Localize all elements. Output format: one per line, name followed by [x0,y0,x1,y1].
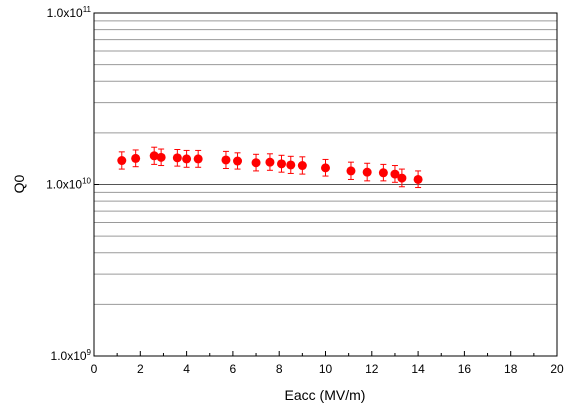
data-point [362,162,372,182]
data-marker [265,157,275,167]
data-point [413,170,423,189]
data-marker [286,160,296,170]
data-point [182,149,192,168]
data-marker [117,156,127,166]
data-marker [233,156,243,166]
gridlines [94,12,557,357]
data-marker [182,154,192,164]
data-point [297,156,307,175]
data-marker [346,166,356,176]
x-tick-label: 16 [458,362,472,376]
data-point [233,152,243,170]
data-marker [397,173,407,183]
x-tick-label: 12 [365,362,379,376]
data-point [397,168,407,188]
x-tick-label: 20 [550,362,564,376]
data-point [277,154,287,173]
data-point [149,146,159,165]
y-axis-ticks: 1.0x109 1.0x1010 1.0x1011 [46,5,99,363]
data-marker [378,168,388,178]
data-point [156,148,166,167]
data-point [286,155,296,174]
data-point [251,153,261,172]
x-tick-label: 4 [183,362,190,376]
data-point [131,149,141,168]
x-axis-ticks: 0 2 4 6 8 10 12 14 16 18 20 [91,351,564,376]
data-marker [413,174,423,184]
x-axis-title: Eacc (MV/m) [285,387,366,403]
data-marker [172,153,182,163]
data-point [172,148,182,167]
y-tick-label: 1.0x1011 [47,5,92,20]
y-tick-label: 1.0x1010 [46,177,91,192]
data-point [321,158,330,177]
data-point [378,163,388,182]
x-tick-label: 8 [276,362,283,376]
x-tick-label: 0 [91,362,98,376]
data-marker [321,163,330,173]
data-marker [193,154,203,164]
data-points [117,146,423,189]
data-marker [277,159,287,169]
y-tick-label: 1.0x109 [51,348,92,363]
data-point [193,149,203,168]
y-axis-title: Q0 [11,174,27,193]
data-point [117,151,127,170]
data-point [390,165,400,183]
data-marker [297,161,307,171]
data-marker [251,158,261,168]
x-tick-label: 10 [319,362,333,376]
data-marker [149,151,159,161]
x-tick-label: 14 [411,362,425,376]
x-tick-label: 6 [230,362,237,376]
data-marker [362,167,372,177]
data-marker [390,169,400,179]
x-tick-label: 2 [137,362,144,376]
data-point [221,150,231,169]
data-marker [131,153,141,163]
x-tick-label: 18 [504,362,518,376]
data-marker [221,155,231,165]
data-point [346,161,356,180]
data-marker [156,152,166,162]
data-point [265,153,275,171]
